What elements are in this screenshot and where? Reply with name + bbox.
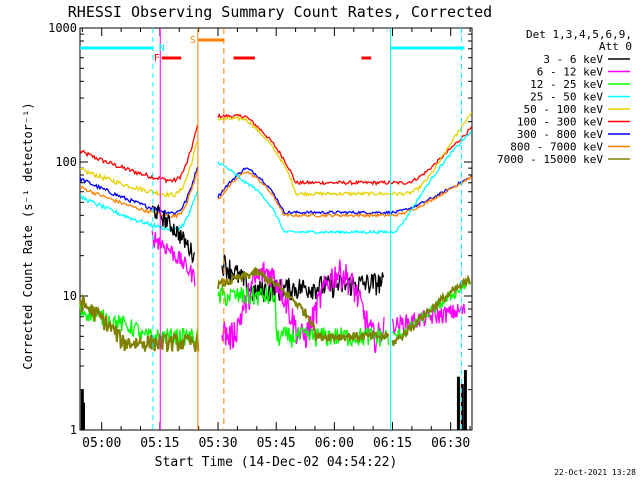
- x-tick-label: 06:30: [431, 436, 470, 451]
- series-line-50-100: [79, 141, 199, 199]
- x-tick-label: 05:15: [140, 436, 179, 451]
- series-line-7000-15000: [217, 266, 390, 344]
- series-line-800-7000: [79, 170, 199, 220]
- y-tick-label: 1000: [48, 21, 77, 35]
- legend-label: 50 - 100 keV: [524, 103, 604, 116]
- series-line-7000-15000: [79, 293, 200, 353]
- series-line-3-6: [151, 203, 196, 264]
- plot-area: 1 10 100 1000 05:00 05:15 05:30 05:45 06:00 06:15…: [48, 21, 473, 451]
- legend-header-2: Att 0: [599, 40, 632, 53]
- legend-header-1: Det 1,3,4,5,6,9,: [526, 28, 632, 41]
- series-line-100-300: [79, 125, 199, 184]
- series-line-300-800: [79, 166, 199, 215]
- series-line-7000-15000: [391, 274, 472, 346]
- x-tick-label: 05:00: [82, 436, 121, 451]
- x-tick-label: 05:45: [257, 436, 296, 451]
- timestamp: 22-Oct-2021 13:28: [554, 468, 636, 477]
- chart-title: RHESSI Observing Summary Count Rates, Co…: [68, 3, 492, 21]
- flag-label: N: [159, 43, 165, 54]
- flag-label: S: [190, 35, 196, 46]
- legend-label: 3 - 6 keV: [543, 53, 603, 66]
- series-line-12-25: [217, 284, 390, 348]
- legend-label: 300 - 800 keV: [517, 128, 603, 141]
- x-tick-label: 05:30: [198, 436, 237, 451]
- flag-label: F: [154, 53, 160, 64]
- series-line-25-50: [217, 130, 473, 236]
- legend-label: 6 - 12 keV: [537, 66, 604, 79]
- legend-label: 12 - 25 keV: [530, 78, 603, 91]
- y-tick-label: 100: [55, 155, 77, 169]
- legend-label: 800 - 7000 keV: [510, 141, 603, 154]
- x-axis-label: Start Time (14-Dec-02 04:54:22): [155, 455, 398, 470]
- axes-frame: [79, 27, 473, 431]
- series-line-6-12: [151, 230, 196, 287]
- legend-label: 25 - 50 keV: [530, 91, 603, 104]
- legend-label: 100 - 300 keV: [517, 116, 603, 129]
- legend-label: 7000 - 15000 keV: [497, 153, 603, 166]
- x-tick-label: 06:00: [315, 436, 354, 451]
- y-axis-label: Corrected Count Rate (s⁻¹ detector⁻¹): [21, 102, 35, 369]
- y-tick-label: 1: [70, 423, 77, 437]
- series-line-100-300: [217, 112, 473, 186]
- y-tick-label: 10: [63, 289, 77, 303]
- series-line-6-12: [221, 259, 385, 354]
- series-line-50-100: [217, 111, 473, 198]
- series-line-300-800: [217, 167, 472, 216]
- series-line-800-7000: [217, 171, 473, 219]
- x-tick-label: 06:15: [373, 436, 412, 451]
